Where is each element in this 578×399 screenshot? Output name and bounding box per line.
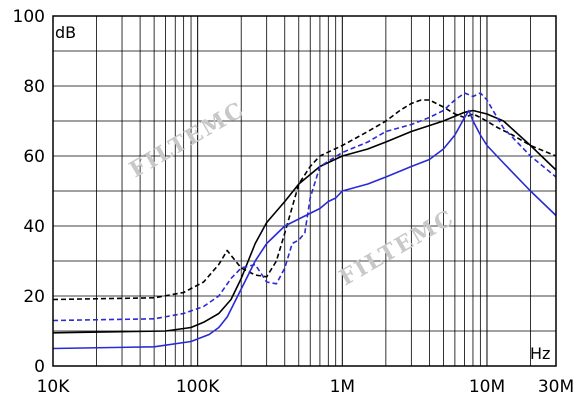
x-tick-label: 10M — [469, 377, 505, 397]
x-unit-label: Hz — [530, 344, 550, 363]
watermark-upper: FILTEMC — [125, 96, 249, 183]
y-tick-label: 60 — [23, 147, 45, 167]
watermark-lower: FILTEMC — [335, 204, 459, 291]
series-line-3 — [52, 92, 557, 322]
y-tick-label: 80 — [23, 77, 45, 97]
y-tick-label: 20 — [23, 287, 45, 307]
y-tick-labels: 0 20 40 60 80 100 — [13, 7, 45, 377]
y-unit-label: dB — [55, 23, 76, 42]
series-lines — [52, 92, 557, 350]
x-tick-labels: 10K 100K 1M 10M 30M — [37, 377, 575, 397]
x-tick-label: 100K — [176, 377, 220, 397]
grid-lines — [53, 16, 556, 366]
x-tick-label: 10K — [37, 377, 71, 397]
y-tick-label: 40 — [23, 217, 45, 237]
series-line-1 — [52, 99, 557, 301]
x-tick-label: 30M — [538, 377, 574, 397]
y-tick-label: 100 — [13, 7, 45, 27]
x-tick-label: 1M — [330, 377, 355, 397]
series-line-4 — [52, 109, 557, 350]
y-tick-label: 0 — [34, 357, 45, 377]
plot-frame — [52, 15, 557, 367]
